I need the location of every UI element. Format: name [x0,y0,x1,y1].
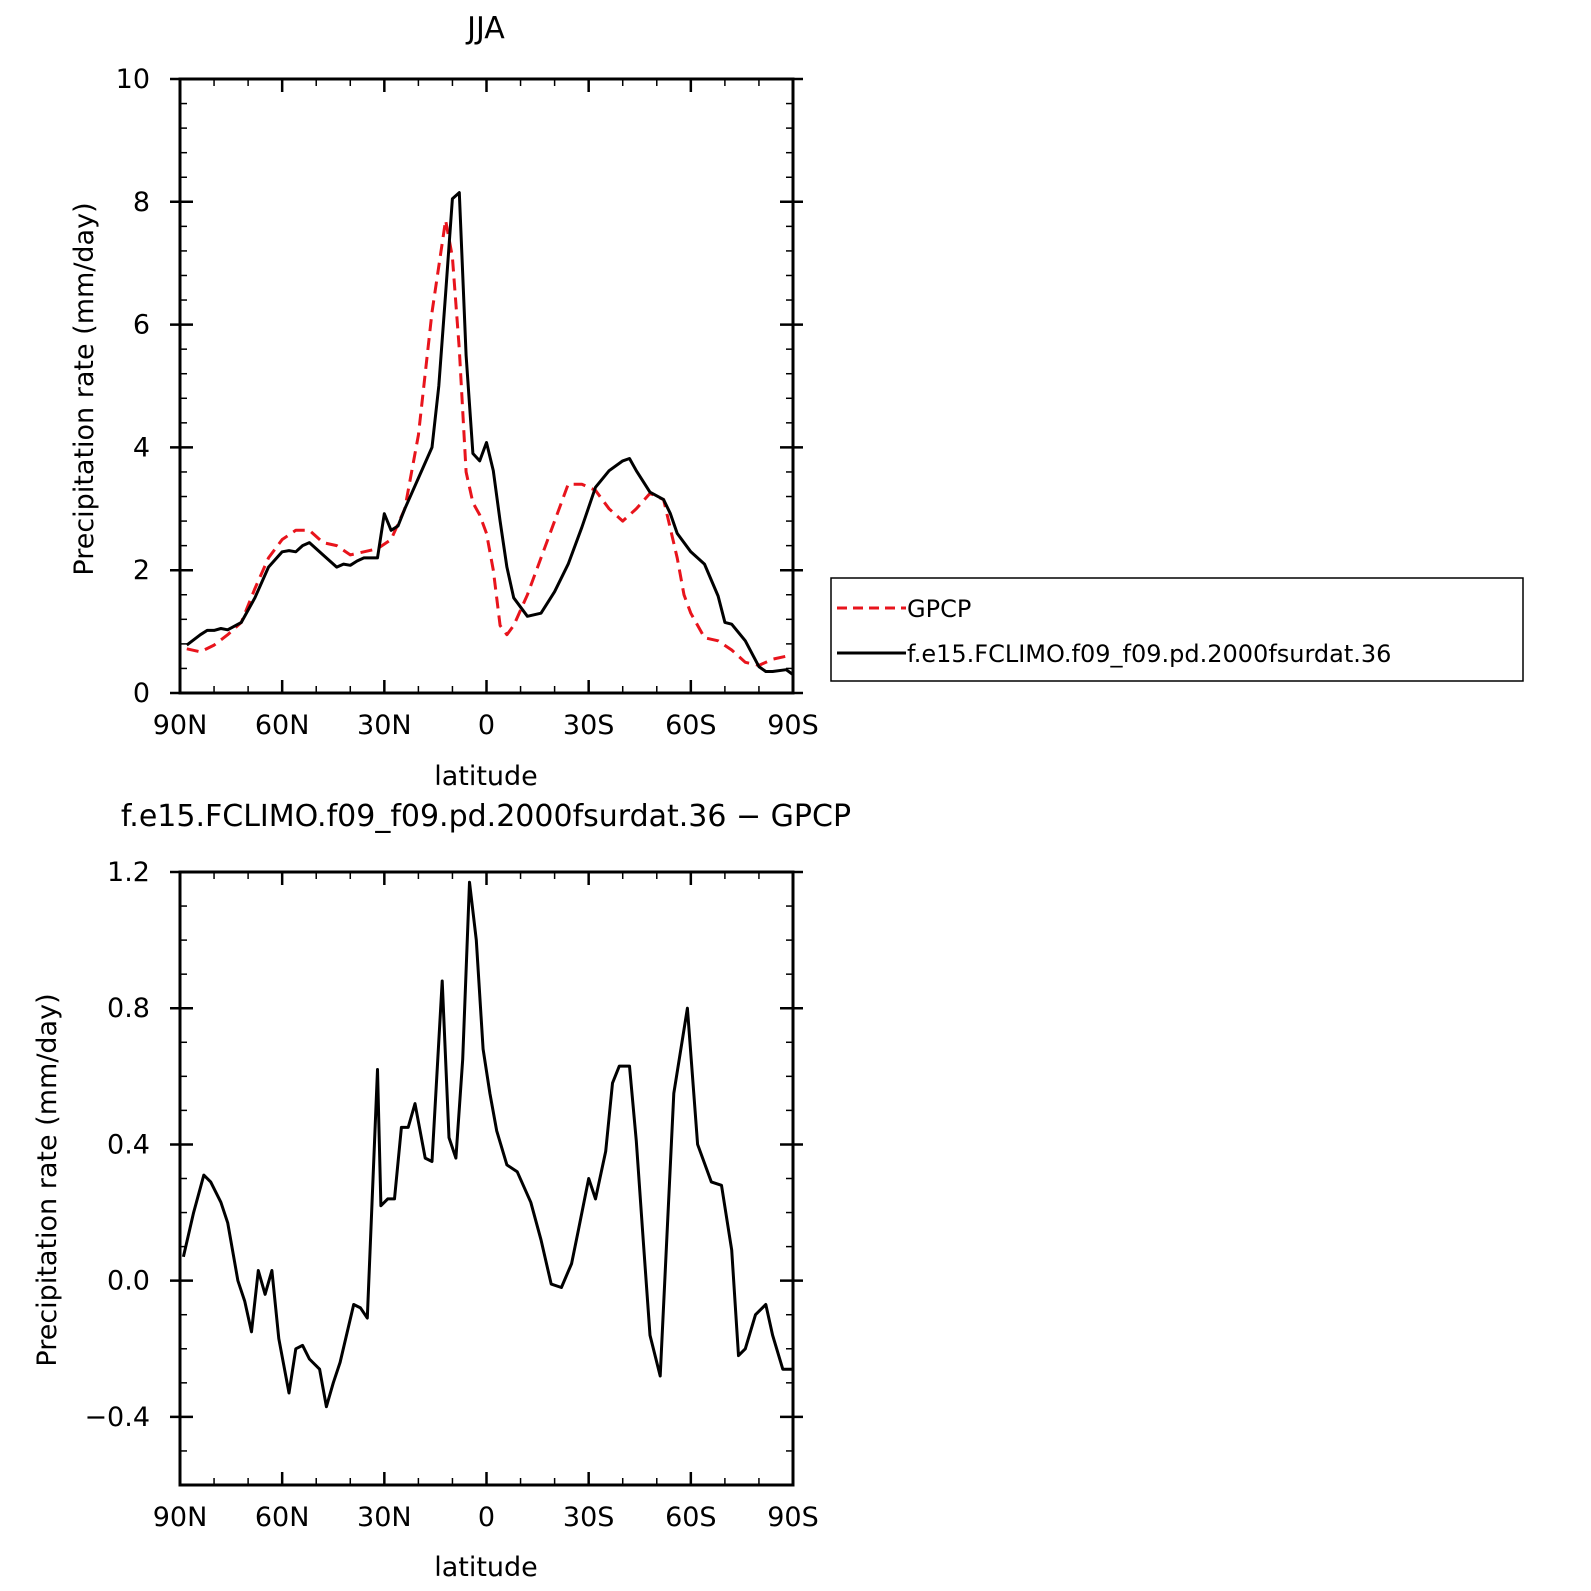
top-y-tick-label: 0 [133,678,150,709]
top-y-tick-label: 4 [133,432,150,463]
top-y-tick-label: 2 [133,555,150,586]
bottom-x-tick-label: 90S [767,1502,819,1533]
legend-label-model: f.e15.FCLIMO.f09_f09.pd.2000fsurdat.36 [907,640,1391,668]
bottom-x-tick-label: 90N [153,1502,208,1533]
top-plot-frame [178,77,795,695]
top-series-line-1 [185,191,794,676]
top-y-tick-label: 10 [116,64,150,95]
legend: GPCP f.e15.FCLIMO.f09_f09.pd.2000fsurdat… [830,577,1524,682]
top-x-tick-label: 0 [478,710,495,741]
bottom-x-tick-label: 0 [478,1502,495,1533]
bottom-y-tick-label: 0.0 [107,1266,150,1297]
bottom-x-tick-label: 30N [357,1502,412,1533]
top-chart-title: JJA [465,11,505,46]
top-chart-y-axis-title: Precipitation rate (mm/day) [69,202,100,575]
bottom-chart-x-axis-title: latitude [434,1552,538,1583]
top-chart-x-axis-title: latitude [434,761,538,792]
top-x-tick-label: 90N [153,710,208,741]
bottom-x-tick-label: 60N [255,1502,310,1533]
bottom-chart: f.e15.FCLIMO.f09_f09.pd.2000fsurdat.36 −… [32,799,851,1583]
top-y-tick-label: 8 [133,187,150,218]
bottom-chart-series [181,880,793,1409]
bottom-plot-frame [178,870,795,1487]
top-x-tick-label: 30N [357,710,412,741]
top-x-tick-label: 60N [255,710,310,741]
bottom-y-tick-label: −0.4 [84,1402,150,1433]
bottom-series-line-0 [181,880,793,1409]
top-x-tick-label: 90S [767,710,819,741]
bottom-y-tick-label: 0.8 [107,993,150,1024]
top-chart-series [185,191,794,676]
bottom-x-tick-label: 30S [563,1502,615,1533]
top-x-tick-label: 30S [563,710,615,741]
bottom-x-tick-label: 60S [665,1502,717,1533]
bottom-y-tick-label: 1.2 [107,857,150,888]
bottom-chart-y-axis-title: Precipitation rate (mm/day) [32,993,63,1366]
bottom-y-tick-label: 0.4 [107,1129,150,1160]
top-chart-axes: 90N 60N 30N 0 30S 60S 90S 0 2 4 6 8 10 [116,64,819,741]
legend-label-gpcp: GPCP [907,595,971,623]
top-y-tick-label: 6 [133,310,150,341]
bottom-chart-title: f.e15.FCLIMO.f09_f09.pd.2000fsurdat.36 −… [121,799,851,834]
legend-frame [830,577,1524,682]
top-x-tick-label: 60S [665,710,717,741]
top-series-line-0 [186,218,793,667]
top-chart: JJA 90N 60N 30N 0 30S 60S 90S 0 2 4 6 8 10 Precipita… [69,11,819,792]
bottom-chart-axes: 90N 60N 30N 0 30S 60S 90S −0.4 0.0 0.4 0.8 1.2 [84,857,818,1533]
